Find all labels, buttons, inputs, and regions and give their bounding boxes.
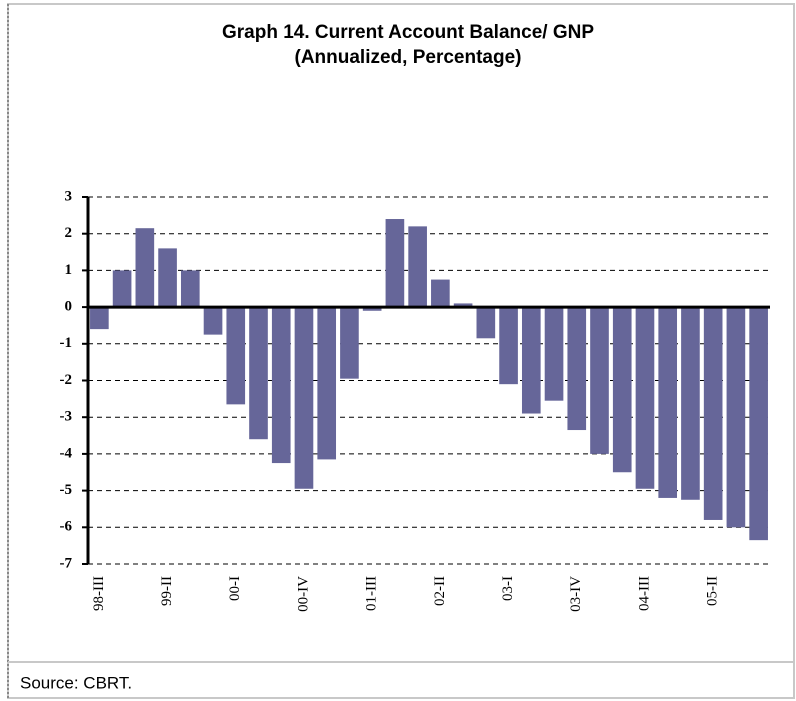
y-tick-label: 0 <box>65 299 73 315</box>
x-tick-label: 00-IV <box>295 576 311 612</box>
bar <box>499 307 518 385</box>
bar <box>362 307 382 311</box>
frame <box>7 3 795 699</box>
bar <box>749 307 768 541</box>
bar <box>408 226 427 308</box>
bar <box>385 219 405 308</box>
x-tick-label: 03-IV <box>568 576 584 612</box>
chart-title: Graph 14. Current Account Balance/ GNP <box>222 22 594 43</box>
source: Source: CBRT. <box>20 673 132 692</box>
bar <box>635 307 655 489</box>
bar <box>90 307 109 330</box>
bar <box>521 307 541 414</box>
bar <box>112 270 132 308</box>
chart-subtitle: (Annualized, Percentage) <box>295 47 522 68</box>
bar <box>476 307 496 339</box>
y-tick-label: 1 <box>65 262 73 278</box>
bar <box>453 303 473 308</box>
y-tick-label: -2 <box>60 372 73 388</box>
bar <box>612 307 632 473</box>
x-tick-label: 03-I <box>500 576 516 601</box>
bar <box>203 307 223 335</box>
y-tick-label: -1 <box>60 335 73 351</box>
y-tick-label: -4 <box>60 445 73 461</box>
y-tick-label: 2 <box>65 225 73 241</box>
bar <box>317 307 337 460</box>
bar <box>726 307 746 528</box>
y-tick-label: -3 <box>60 409 73 425</box>
x-tick-label: 99-II <box>159 576 175 606</box>
bar <box>681 307 700 500</box>
bar <box>590 307 609 454</box>
x-tick-label: 02-II <box>432 576 448 606</box>
y-tick-label: -7 <box>60 555 73 571</box>
y-tick-label: -6 <box>60 519 73 535</box>
bar <box>135 228 155 308</box>
x-tick-label: 01-III <box>364 576 380 611</box>
bar <box>703 307 723 520</box>
bar <box>658 307 678 498</box>
bar <box>340 307 359 379</box>
bar <box>567 307 587 431</box>
bar <box>158 248 177 308</box>
y-tick-label: 3 <box>65 188 73 204</box>
bar <box>431 279 450 308</box>
x-tick-label: 98-III <box>91 576 107 611</box>
x-tick-label: 05-II <box>705 576 721 606</box>
y-tick-label: -5 <box>60 482 73 498</box>
bar <box>544 307 564 401</box>
x-tick-label: 04-III <box>636 576 652 611</box>
x-tick-label: 00-I <box>227 576 243 601</box>
bar <box>271 307 291 464</box>
bar <box>249 307 268 440</box>
bar <box>180 270 200 308</box>
bar <box>294 307 314 489</box>
bar <box>226 307 246 405</box>
